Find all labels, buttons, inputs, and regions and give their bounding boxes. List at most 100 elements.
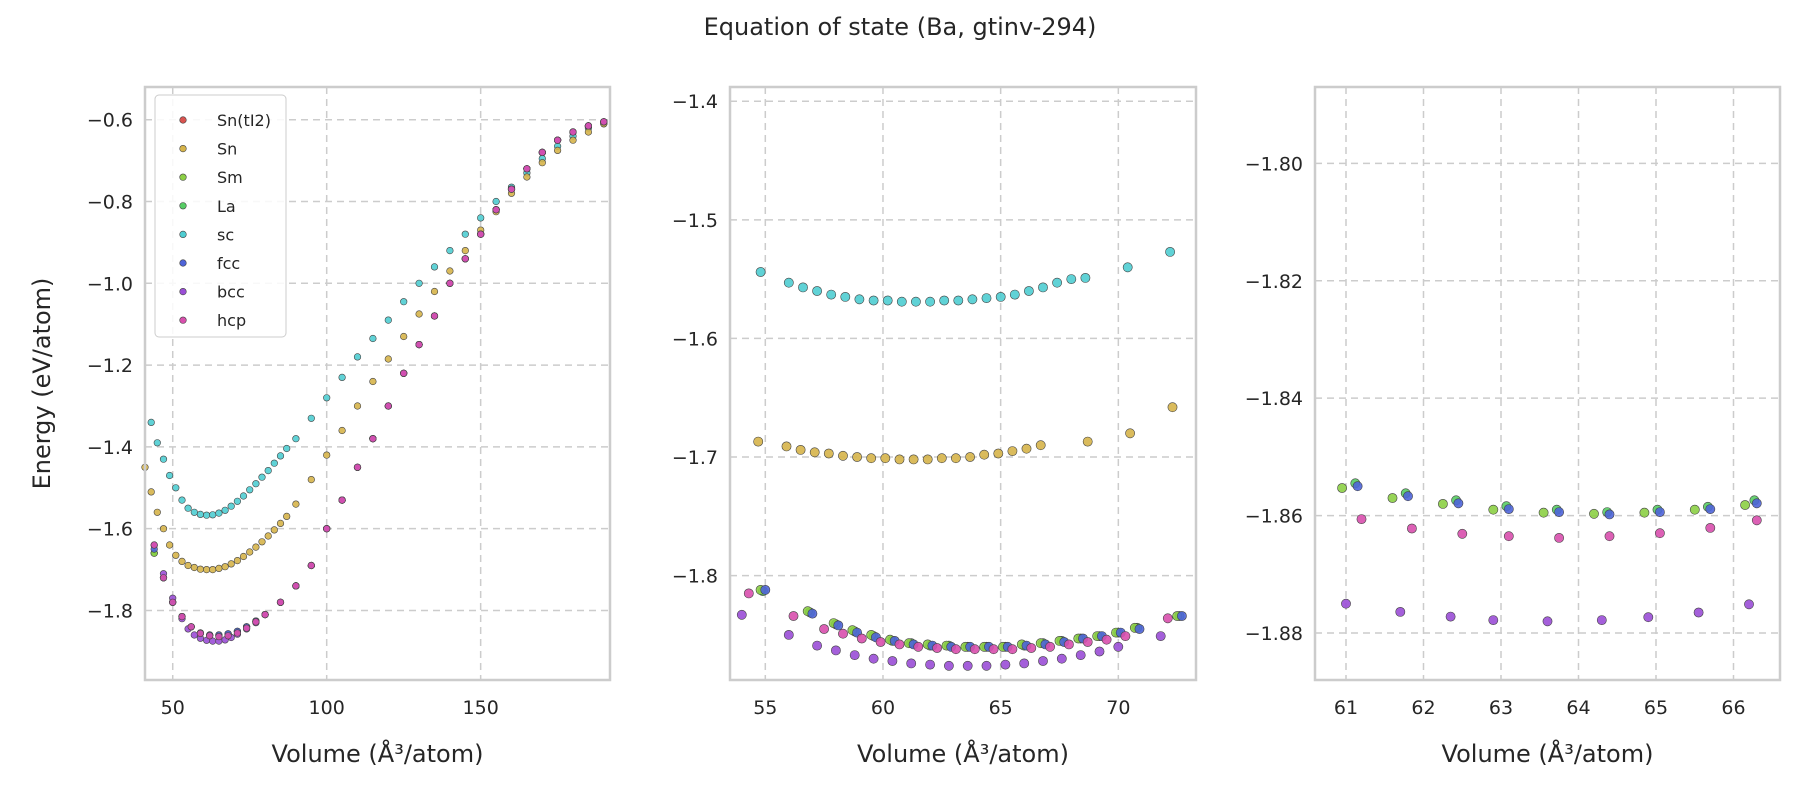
point-sc	[939, 295, 950, 306]
point-Sn	[400, 332, 408, 341]
point-Sm	[1689, 504, 1700, 515]
point-Sn	[430, 287, 439, 296]
point-bcc	[849, 650, 860, 660]
x-tick-label: 63	[1489, 697, 1513, 719]
point-sc	[1024, 286, 1034, 296]
point-hcp	[261, 610, 269, 619]
point-sc	[925, 296, 935, 307]
y-tick-label: −1.80	[1245, 153, 1303, 175]
point-fcc	[1453, 498, 1464, 509]
point-hcp	[430, 312, 439, 320]
point-sc	[276, 452, 285, 460]
point-Sn	[221, 563, 229, 571]
point-sc	[798, 282, 808, 293]
point-Sn	[353, 402, 362, 410]
point-Sn	[823, 448, 834, 459]
point-hcp	[159, 574, 168, 582]
point-bcc	[962, 660, 973, 671]
point-Sn	[153, 508, 161, 516]
point-Sn	[446, 267, 454, 275]
point-Sn	[866, 453, 877, 464]
point-sc	[166, 471, 174, 480]
point-Sn	[283, 512, 291, 521]
point-hcp	[1457, 528, 1468, 539]
y-tick-label: −1.86	[1245, 506, 1303, 528]
point-bcc	[831, 645, 841, 656]
point-Sn	[523, 173, 531, 181]
y-tick-label: −1.82	[1245, 271, 1303, 293]
point-sc	[1009, 289, 1020, 300]
point-hcp	[353, 463, 362, 471]
point-Sn	[307, 476, 315, 484]
legend-marker	[179, 259, 187, 267]
point-fcc	[1177, 611, 1187, 621]
axes-frame	[143, 85, 612, 682]
point-hcp	[856, 633, 867, 644]
point-sc	[1052, 277, 1062, 288]
point-sc	[215, 509, 223, 517]
point-hcp	[415, 341, 423, 349]
point-bcc	[1643, 612, 1654, 623]
point-bcc	[1693, 607, 1704, 618]
point-sc	[840, 291, 851, 302]
point-hcp	[307, 561, 315, 570]
x-tick-label: 150	[463, 697, 499, 719]
data-points	[1337, 478, 1762, 627]
point-bcc	[1075, 650, 1086, 660]
point-Sn	[1021, 443, 1032, 454]
point-fcc	[1352, 481, 1363, 492]
point-hcp	[1082, 637, 1093, 647]
point-Sn	[951, 453, 961, 464]
x-tick-label: 65	[1644, 697, 1668, 719]
point-hcp	[400, 369, 408, 377]
point-sc	[178, 496, 186, 504]
legend-label: Sn	[217, 140, 237, 159]
point-Sn	[852, 452, 862, 462]
point-hcp	[233, 629, 241, 637]
point-Sn	[190, 563, 198, 572]
point-hcp	[384, 402, 392, 410]
point-sc	[953, 295, 964, 306]
series-sc	[755, 246, 1175, 307]
point-sc	[196, 510, 204, 519]
x-tick-label: 60	[871, 697, 895, 719]
y-tick-label: −1.8	[672, 566, 718, 588]
legend-label: Sn(tI2)	[217, 111, 271, 130]
legend-marker	[179, 173, 187, 181]
legend-label: fcc	[217, 254, 240, 273]
point-bcc	[1744, 599, 1754, 610]
legend-marker	[179, 316, 187, 324]
point-fcc	[1604, 509, 1615, 520]
legend-label: La	[217, 197, 236, 216]
y-tick-label: −1.4	[672, 91, 718, 113]
point-Sn	[184, 561, 192, 570]
point-bcc	[1094, 646, 1105, 657]
point-sc	[184, 504, 192, 512]
x-tick-label: 61	[1334, 697, 1358, 719]
legend-marker	[179, 202, 187, 210]
point-sc	[227, 502, 235, 510]
point-sc	[190, 508, 198, 516]
point-Sn	[159, 525, 168, 533]
point-sc	[203, 511, 211, 519]
point-bcc	[812, 640, 822, 651]
point-sc	[1080, 272, 1091, 283]
point-sc	[755, 267, 766, 277]
point-hcp	[1705, 523, 1716, 533]
point-sc	[221, 506, 229, 514]
point-hcp	[538, 148, 546, 156]
point-sc	[477, 214, 485, 222]
point-sc	[307, 414, 315, 422]
point-Sn	[227, 560, 235, 568]
point-sc	[461, 230, 469, 238]
point-Sn	[584, 128, 593, 136]
point-hcp	[913, 641, 924, 652]
point-Sn	[781, 441, 792, 452]
panels-layer: 50 100 150 −1.8 −1.6 −1.4 −1.2 −1.0 −0.8 −0.6 Volu…	[28, 85, 1782, 768]
point-sc	[868, 295, 879, 306]
point-hcp	[477, 230, 485, 238]
point-sc	[384, 316, 392, 324]
point-hcp	[292, 582, 300, 590]
point-sc	[252, 480, 260, 488]
